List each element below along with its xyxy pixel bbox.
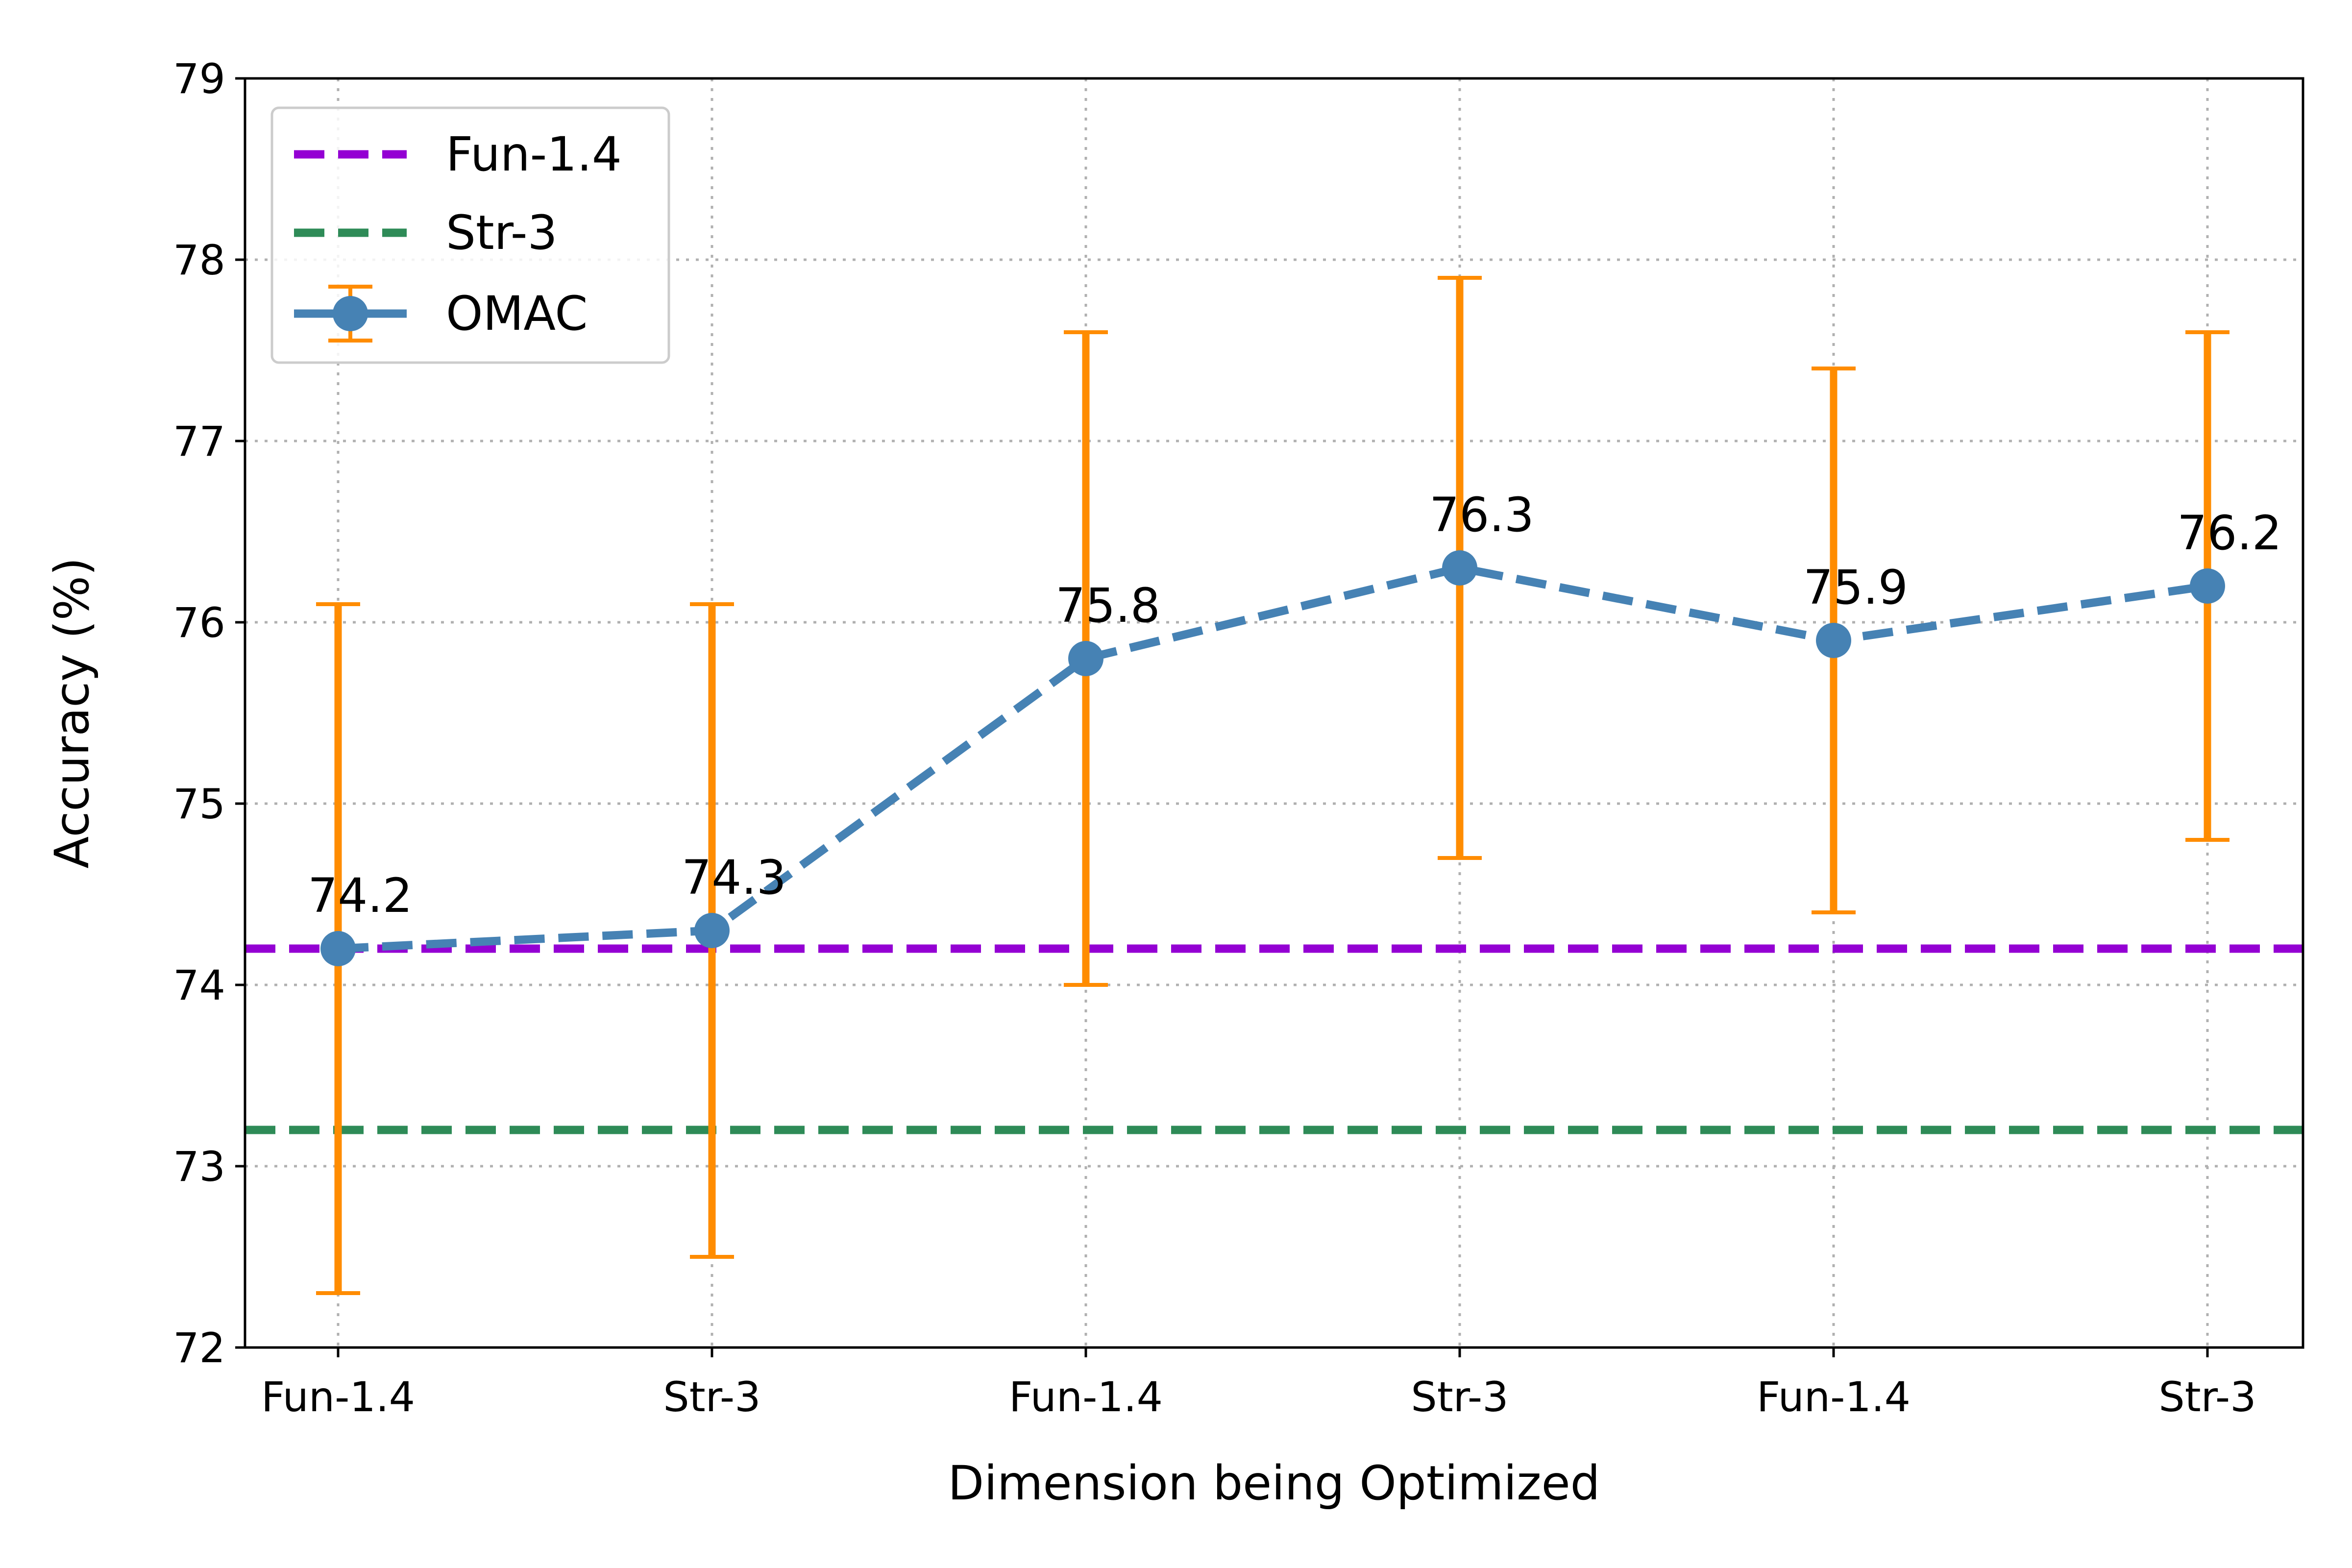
x-axis-label: Dimension being Optimized <box>948 1456 1600 1511</box>
y-tick-label: 76 <box>173 599 225 647</box>
series-line-omac <box>338 564 2208 953</box>
y-tick-label: 73 <box>173 1143 225 1191</box>
data-point[interactable] <box>694 913 730 948</box>
legend-label: Str-3 <box>446 205 558 260</box>
data-point[interactable] <box>1442 550 1477 586</box>
grid <box>245 78 2303 1348</box>
x-tick-label: Str-3 <box>1411 1373 1508 1421</box>
data-labels: 74.2 74.3 75.8 76.3 75.9 76.2 <box>308 488 2282 923</box>
x-tick-label: Fun-1.4 <box>1757 1373 1911 1421</box>
x-tick-label: Str-3 <box>2158 1373 2256 1421</box>
legend-label: Fun-1.4 <box>446 127 622 182</box>
x-tick-label: Str-3 <box>663 1373 760 1421</box>
axes: 72 73 74 75 76 77 78 79 Fun-1.4 Str-3 Fun-1.4 Str-3… <box>173 55 2256 1421</box>
y-tick-label: 78 <box>173 236 225 284</box>
x-tick-label: Fun-1.4 <box>1009 1373 1163 1421</box>
data-label: 74.3 <box>682 850 786 905</box>
x-tick-label: Fun-1.4 <box>261 1373 415 1421</box>
data-label: 76.3 <box>1429 488 1534 542</box>
data-label: 76.2 <box>2177 506 2282 561</box>
legend[interactable]: Fun-1.4 Str-3 OMAC <box>270 106 670 364</box>
y-tick-label: 72 <box>173 1324 225 1372</box>
data-point[interactable] <box>320 931 356 966</box>
plot-frame <box>244 77 2304 1349</box>
y-tick-label: 77 <box>173 417 225 466</box>
legend-swatch-marker <box>333 296 368 331</box>
y-tick-label: 79 <box>173 55 225 103</box>
reference-lines <box>245 944 2303 1134</box>
data-label: 75.8 <box>1055 578 1160 633</box>
data-point[interactable] <box>1068 641 1103 676</box>
legend-label: OMAC <box>446 286 588 341</box>
data-point[interactable] <box>1816 623 1851 658</box>
legend-box <box>270 106 670 364</box>
data-label: 74.2 <box>308 868 413 923</box>
data-point[interactable] <box>2190 568 2225 604</box>
y-tick-label: 74 <box>173 961 225 1009</box>
y-tick-label: 75 <box>173 780 225 828</box>
data-label: 75.9 <box>1803 560 1908 615</box>
y-axis-label: Accuracy (%) <box>45 558 99 869</box>
series-line <box>320 550 2225 966</box>
